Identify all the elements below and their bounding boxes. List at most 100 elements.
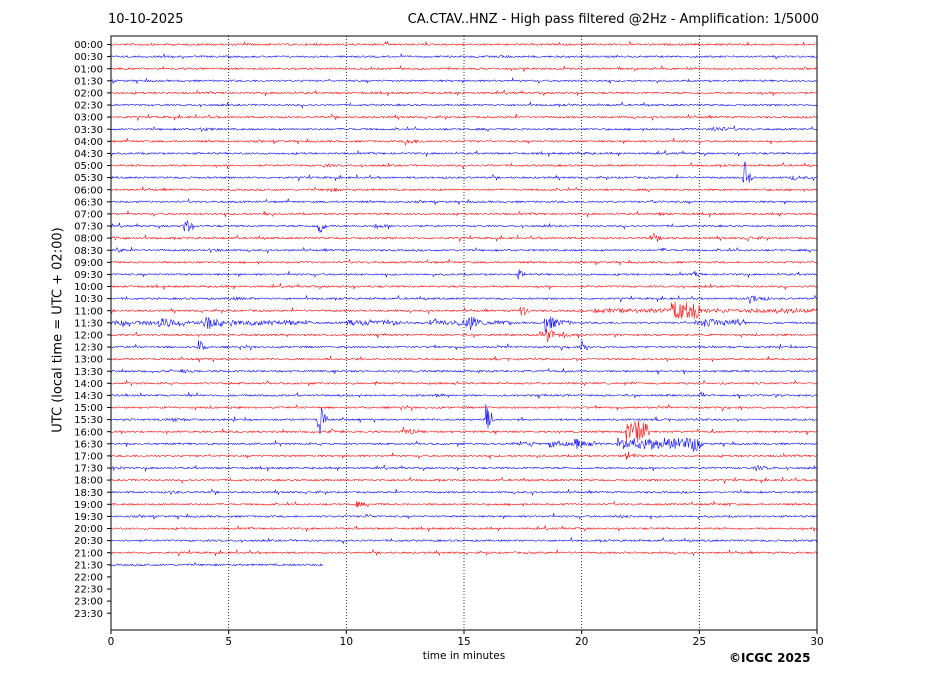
y-tick-label: 18:30 (74, 488, 103, 499)
trace-line (110, 513, 818, 520)
trace-line (110, 391, 818, 399)
trace-line (110, 258, 818, 266)
y-tick-label: 00:30 (74, 52, 103, 63)
y-tick-label: 16:30 (74, 439, 103, 450)
y-tick-label: 03:30 (74, 125, 103, 136)
trace-line (110, 232, 818, 243)
trace-line (110, 113, 818, 122)
y-tick-label: 22:00 (74, 573, 103, 584)
y-tick-label: 02:00 (74, 89, 103, 100)
trace-line (110, 561, 323, 567)
vertical-gridlines (228, 36, 700, 630)
trace-line (110, 451, 818, 460)
x-axis-ticks: 0 5 10 15 20 25 30 (108, 630, 824, 648)
trace-line (110, 404, 818, 434)
y-axis-label: UTC (local time = UTC + 02:00) (50, 227, 66, 433)
trace-line (110, 404, 818, 412)
x-axis-label: time in minutes (422, 650, 506, 662)
y-tick-label: 19:00 (74, 500, 103, 511)
trace-line (110, 367, 818, 375)
y-tick-label: 04:30 (74, 149, 103, 160)
trace-line (110, 219, 818, 234)
y-tick-label: 17:00 (74, 452, 103, 463)
trace-line (110, 185, 818, 193)
trace-line (110, 536, 818, 545)
trace-line (110, 149, 818, 157)
y-tick-label: 16:00 (74, 427, 103, 438)
y-tick-label: 12:00 (74, 331, 103, 342)
x-tick-label: 15 (457, 636, 470, 648)
trace-line (110, 379, 818, 387)
y-tick-label: 07:30 (74, 222, 103, 233)
trace-line (110, 52, 818, 61)
y-tick-label: 15:00 (74, 403, 103, 414)
y-tick-label: 14:00 (74, 379, 103, 390)
chart-title: CA.CTAV..HNZ - High pass filtered @2Hz -… (407, 12, 819, 27)
y-tick-label: 04:00 (74, 137, 103, 148)
trace-line (110, 40, 818, 47)
y-tick-label: 07:00 (74, 210, 103, 221)
trace-line (110, 161, 818, 170)
y-tick-label: 12:30 (74, 343, 103, 354)
y-tick-label: 09:00 (74, 258, 103, 269)
y-tick-label: 10:30 (74, 294, 103, 305)
y-tick-label: 22:30 (74, 585, 103, 596)
y-tick-label: 11:00 (74, 306, 103, 317)
y-tick-label: 17:30 (74, 464, 103, 475)
y-tick-label: 14:30 (74, 391, 103, 402)
trace-line (110, 420, 818, 443)
y-tick-label: 05:30 (74, 173, 103, 184)
x-tick-label: 20 (575, 636, 588, 648)
trace-line (110, 269, 818, 280)
y-tick-label: 06:30 (74, 197, 103, 208)
trace-line (110, 488, 818, 497)
y-tick-label: 13:00 (74, 355, 103, 366)
trace-line (110, 210, 818, 218)
x-tick-label: 30 (810, 636, 823, 648)
trace-line (110, 340, 818, 352)
y-tick-label: 23:00 (74, 597, 103, 608)
trace-line (110, 283, 818, 291)
trace-line (110, 198, 818, 205)
x-tick-label: 25 (693, 636, 706, 648)
trace-line (110, 65, 818, 72)
trace-line (110, 246, 818, 255)
copyright-notice: ©ICGC 2025 (729, 651, 811, 665)
helicorder-traces (110, 40, 818, 567)
y-tick-label: 00:00 (74, 40, 103, 51)
y-tick-label: 20:30 (74, 536, 103, 547)
x-tick-label: 10 (340, 636, 353, 648)
y-tick-label: 21:00 (74, 548, 103, 559)
y-tick-label: 23:30 (74, 609, 103, 620)
y-tick-label: 01:30 (74, 76, 103, 87)
trace-line (110, 328, 818, 343)
y-tick-label: 03:00 (74, 113, 103, 124)
trace-line (110, 476, 818, 485)
y-tick-label: 10:00 (74, 282, 103, 293)
trace-line (110, 500, 818, 508)
x-tick-label: 0 (108, 636, 115, 648)
trace-line (110, 355, 818, 363)
trace-line (110, 316, 818, 332)
trace-line (110, 464, 818, 472)
y-tick-label: 19:30 (74, 512, 103, 523)
y-tick-label: 20:00 (74, 524, 103, 535)
y-tick-label: 15:30 (74, 415, 103, 426)
trace-line (110, 161, 818, 183)
y-tick-label: 06:00 (74, 185, 103, 196)
trace-line (110, 548, 818, 558)
y-tick-label: 21:30 (74, 560, 103, 571)
y-tick-label: 05:00 (74, 161, 103, 172)
trace-line (110, 301, 818, 320)
trace-line (110, 437, 818, 452)
trace-line (110, 294, 818, 304)
trace-line (110, 89, 818, 97)
y-tick-label: 08:00 (74, 234, 103, 245)
trace-line (110, 101, 818, 109)
trace-line (110, 524, 818, 532)
y-tick-label: 18:00 (74, 476, 103, 487)
x-tick-label: 5 (225, 636, 232, 648)
y-tick-label: 11:30 (74, 318, 103, 329)
